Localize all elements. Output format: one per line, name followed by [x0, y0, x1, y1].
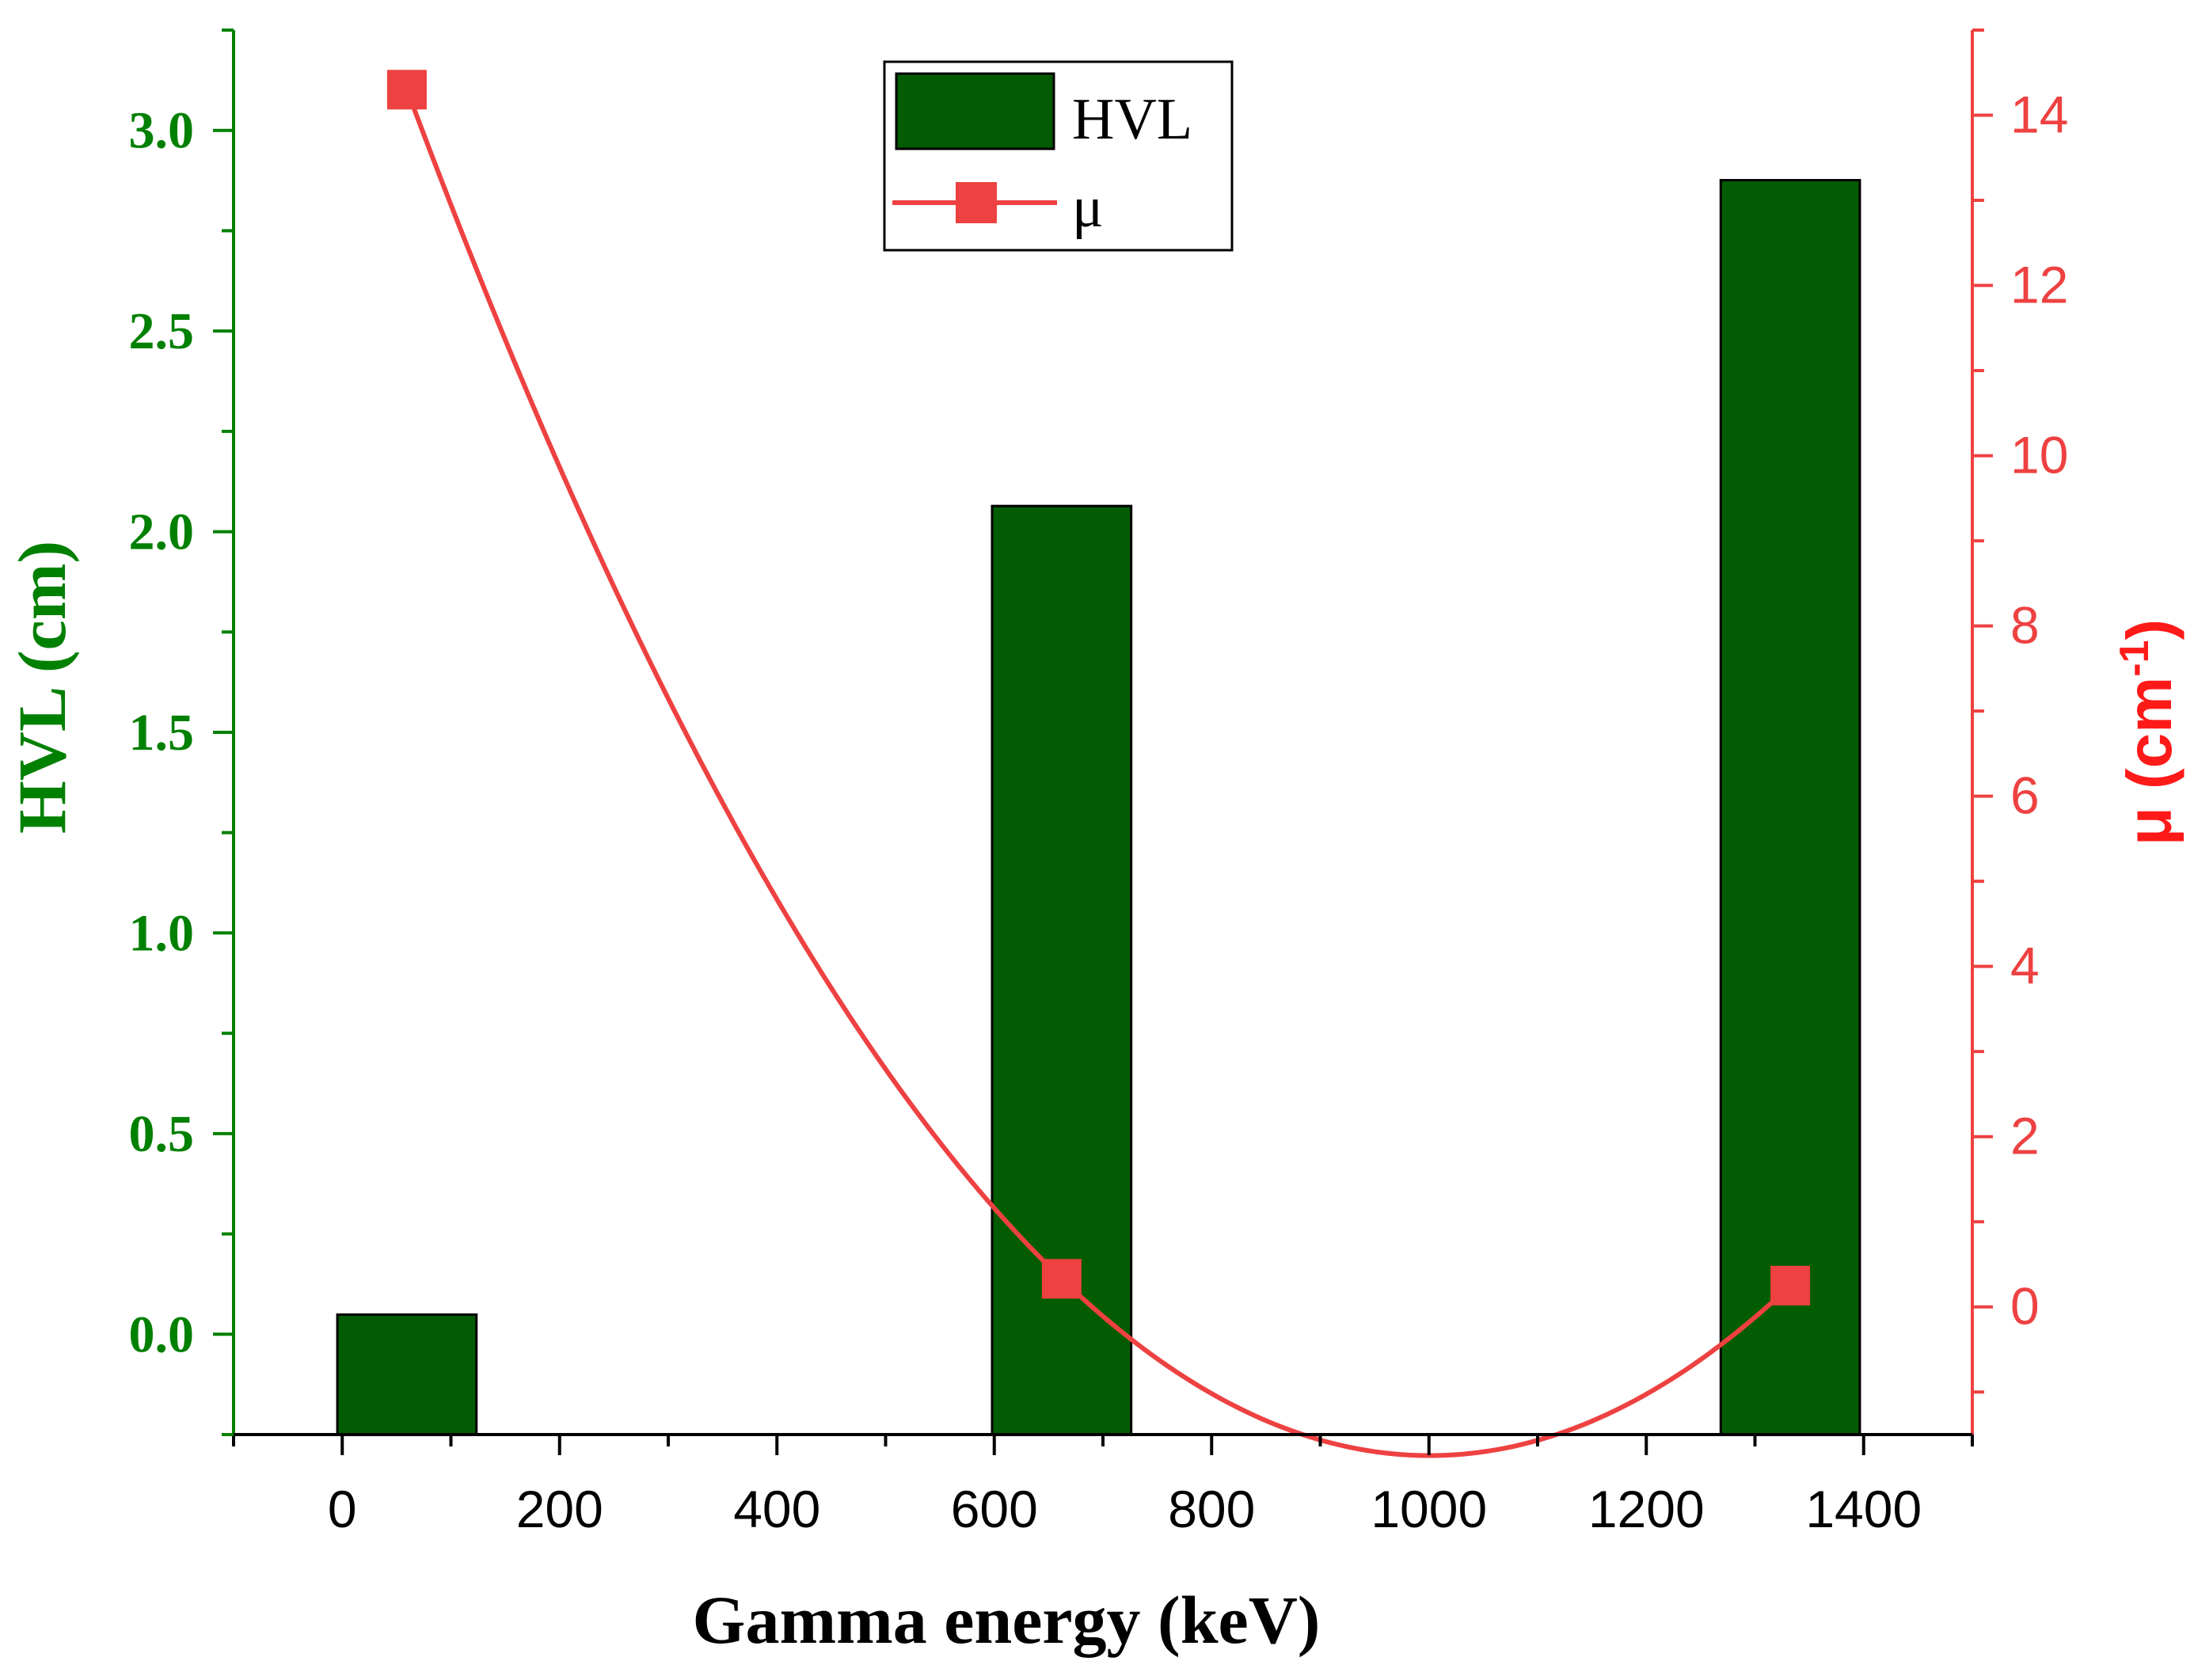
hvl-bar-2 — [1719, 179, 1861, 1436]
y-left-axis-title: HVL (cm) — [4, 541, 80, 834]
x-tick-label-6: 1200 — [1588, 1480, 1705, 1538]
y-right-title-sup: -1 — [2112, 640, 2158, 676]
y-right-tick-label-4: 8 — [2010, 596, 2040, 655]
legend-mu-label: μ — [1072, 175, 1104, 240]
y-right-tick-label-7: 14 — [2010, 86, 2068, 144]
y-right-title-close: ) — [2114, 619, 2184, 640]
x-tick-label-2: 400 — [733, 1480, 820, 1538]
y-right-title-main: μ (cm — [2114, 677, 2184, 846]
x-tick-label-0: 0 — [328, 1480, 357, 1538]
y-left-tick-label-4: 2.0 — [129, 504, 195, 561]
y-left-tick-label-3: 1.5 — [129, 704, 195, 762]
y-right-tick-label-6: 12 — [2010, 256, 2068, 314]
y-right-tick-label-5: 10 — [2010, 426, 2068, 485]
x-tick-label-3: 600 — [951, 1480, 1038, 1538]
x-tick-label-1: 200 — [516, 1480, 603, 1538]
x-axis-title: Gamma energy (keV) — [693, 1582, 1321, 1658]
y-left-tick-label-5: 2.5 — [129, 302, 195, 360]
legend: HVL μ — [883, 60, 1234, 252]
y-left-tick-label-1: 0.5 — [129, 1105, 195, 1163]
x-tick-label-7: 1400 — [1805, 1480, 1922, 1538]
y-right-axis-title: μ (cm-1) — [2112, 619, 2184, 846]
hvl-bars — [336, 179, 1861, 1436]
mu-point-2 — [1770, 1265, 1811, 1306]
y-left-tick-label-6: 3.0 — [129, 102, 195, 160]
x-tick-label-5: 1000 — [1371, 1480, 1487, 1538]
y-right-tick-label-2: 4 — [2010, 937, 2040, 995]
mu-point-1 — [1041, 1259, 1082, 1299]
y-right-tick-label-0: 0 — [2010, 1277, 2040, 1336]
x-tick-label-4: 800 — [1168, 1480, 1255, 1538]
y-left-tick-label-0: 0.0 — [129, 1306, 195, 1363]
y-right-tick-label-3: 6 — [2010, 766, 2040, 825]
legend-hvl-label: HVL — [1072, 87, 1192, 152]
legend-mu-marker — [956, 182, 997, 223]
legend-hvl-swatch — [895, 72, 1055, 150]
y-right-tick-label-1: 2 — [2010, 1107, 2040, 1165]
mu-point-0 — [386, 70, 427, 110]
y-left-tick-label-2: 1.0 — [129, 904, 195, 962]
hvl-bar-0 — [336, 1313, 478, 1436]
axes: 0 200 400 600 800 1000 1200 1400 0.0 0.5 1.0 1.5 2.0… — [129, 29, 2068, 1538]
